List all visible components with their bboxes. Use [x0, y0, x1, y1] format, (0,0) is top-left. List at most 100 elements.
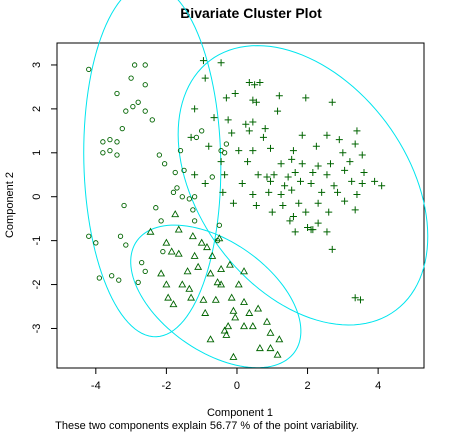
- point-circle-14: [100, 139, 106, 145]
- point-plus-3: [201, 74, 209, 82]
- point-circle-43: [216, 222, 222, 228]
- point-triangle-41: [229, 352, 238, 360]
- point-triangle-28: [229, 306, 238, 314]
- point-triangle-47: [169, 300, 178, 308]
- point-circle-35: [139, 259, 145, 266]
- point-triangle-17: [162, 280, 171, 288]
- point-plus-79: [295, 199, 303, 207]
- point-plus-8: [231, 90, 239, 98]
- cluster-ellipse-3: [130, 224, 302, 369]
- x-tick-label: 4: [375, 380, 381, 392]
- point-triangle-37: [231, 313, 240, 321]
- point-triangle-46: [217, 264, 226, 273]
- point-plus-47: [221, 171, 229, 179]
- point-plus-18: [249, 118, 257, 126]
- point-triangle-36: [275, 335, 284, 343]
- point-circle-50: [160, 248, 166, 255]
- point-circle-44: [209, 174, 215, 180]
- x-tick-label: -4: [91, 380, 101, 392]
- point-plus-82: [268, 208, 276, 216]
- point-circle-36: [142, 268, 148, 275]
- point-plus-20: [261, 125, 269, 133]
- point-plus-19: [274, 107, 282, 115]
- point-circle-30: [121, 202, 127, 209]
- point-plus-91: [289, 212, 297, 220]
- point-circle-28: [191, 194, 198, 200]
- chart-title: Bivariate Cluster Plot: [180, 5, 322, 21]
- point-plus-35: [312, 142, 320, 150]
- point-plus-25: [323, 131, 331, 139]
- point-plus-83: [302, 208, 310, 216]
- cluster-ellipse-2: [177, 45, 429, 326]
- cluster-ellipses: [83, 0, 429, 369]
- point-plus-51: [284, 173, 292, 181]
- point-plus-67: [378, 182, 386, 190]
- y-axis-label: Component 2: [4, 172, 16, 238]
- point-triangle-20: [199, 295, 208, 303]
- point-plus-64: [330, 182, 338, 190]
- x-tick-label: -2: [162, 380, 172, 392]
- point-triangle-35: [266, 328, 275, 336]
- point-plus-89: [323, 228, 331, 236]
- point-plus-59: [238, 180, 246, 188]
- point-plus-15: [210, 114, 218, 122]
- point-plus-41: [288, 155, 296, 163]
- y-tick-label: -2: [31, 280, 43, 290]
- point-triangle-30: [220, 326, 229, 334]
- point-circle-33: [93, 240, 99, 246]
- point-plus-9: [249, 96, 257, 104]
- point-plus-72: [288, 186, 296, 194]
- data-points: [86, 57, 386, 360]
- point-plus-54: [323, 171, 331, 179]
- point-triangle-45: [215, 234, 224, 242]
- point-circle-18: [114, 152, 120, 158]
- y-tick-label: 0: [31, 194, 43, 200]
- point-plus-71: [277, 191, 285, 199]
- point-triangle-39: [222, 330, 231, 338]
- point-plus-57: [371, 177, 379, 185]
- point-plus-32: [249, 147, 257, 155]
- point-plus-28: [351, 140, 359, 148]
- point-plus-93: [328, 245, 336, 253]
- point-circle-13: [107, 136, 113, 143]
- point-plus-24: [298, 131, 306, 139]
- point-circle-41: [190, 207, 196, 213]
- x-tick-label: 2: [304, 380, 310, 392]
- point-plus-95: [351, 294, 359, 302]
- point-circle-29: [153, 205, 159, 211]
- point-triangle-2: [171, 210, 180, 218]
- point-circle-40: [116, 277, 122, 283]
- point-circle-23: [172, 169, 178, 176]
- point-circle-31: [117, 233, 124, 239]
- point-plus-16: [224, 116, 232, 124]
- point-plus-31: [235, 147, 243, 155]
- point-circle-32: [86, 233, 92, 239]
- point-plus-17: [242, 120, 250, 128]
- point-triangle-7: [188, 232, 197, 240]
- x-axis: -4 -2 0 2 4: [91, 367, 381, 392]
- point-plus-21: [245, 127, 253, 135]
- point-plus-68: [219, 188, 227, 196]
- point-plus-34: [289, 147, 297, 155]
- point-circle-8: [130, 104, 136, 110]
- point-triangle-50: [248, 322, 257, 330]
- point-plus-43: [314, 162, 322, 170]
- point-circle-49: [221, 150, 228, 156]
- point-plus-53: [309, 169, 317, 177]
- point-plus-65: [348, 177, 356, 185]
- point-plus-62: [296, 177, 304, 185]
- point-circle-25: [170, 189, 177, 195]
- point-plus-11: [275, 92, 283, 100]
- point-plus-58: [201, 180, 209, 188]
- point-triangle-31: [240, 297, 248, 305]
- point-plus-33: [266, 144, 274, 152]
- point-plus-13: [328, 98, 336, 106]
- point-plus-30: [205, 142, 213, 150]
- point-triangle-4: [162, 238, 171, 246]
- point-triangle-9: [194, 262, 203, 270]
- point-plus-50: [270, 171, 278, 179]
- point-circle-3: [142, 62, 148, 68]
- point-plus-10: [252, 98, 260, 106]
- point-triangle-25: [240, 267, 248, 275]
